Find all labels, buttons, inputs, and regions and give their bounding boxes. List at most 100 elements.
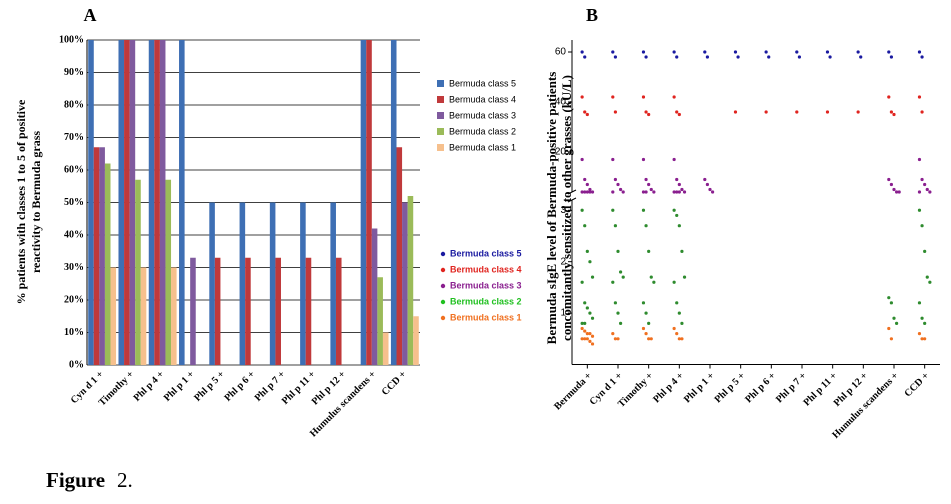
bar [330, 202, 336, 365]
point [641, 157, 646, 162]
point [859, 55, 863, 59]
legend-swatch [437, 128, 444, 135]
panel-title: A [84, 5, 97, 25]
bar [371, 228, 378, 365]
point [733, 110, 738, 114]
panel-title: B [586, 5, 598, 25]
point [647, 249, 651, 254]
point [580, 95, 584, 99]
point [680, 337, 684, 341]
point [675, 190, 679, 194]
bar [275, 257, 281, 365]
point [652, 280, 656, 284]
point [923, 249, 927, 254]
point [613, 55, 618, 59]
legend-label: Bermuda class 3 [449, 110, 516, 120]
point [764, 110, 768, 114]
bar [360, 40, 367, 365]
point [590, 275, 595, 279]
point [675, 55, 679, 59]
legend-marker [440, 251, 446, 257]
bar [154, 40, 160, 365]
bar [179, 40, 185, 365]
x-tick-label: Bermuda + [552, 370, 594, 412]
point [928, 190, 932, 194]
y-axis-label: reactivity to Bermuda grass [29, 131, 43, 273]
point [644, 224, 648, 228]
point [641, 50, 646, 54]
legend-label: Bermuda class 5 [449, 78, 516, 88]
point [644, 55, 648, 59]
point [682, 275, 687, 279]
point [644, 190, 648, 194]
point [677, 182, 681, 187]
point [590, 334, 595, 338]
point [644, 110, 648, 114]
legend-swatch [437, 112, 444, 119]
legend-label: Bermuda class 4 [450, 264, 522, 274]
point [795, 110, 799, 114]
point [672, 208, 676, 212]
point [928, 280, 932, 284]
y-axis-label: concomitantly sensitized to other grasse… [559, 75, 574, 341]
point [583, 110, 587, 114]
bar [135, 179, 141, 365]
point [672, 280, 676, 284]
point [588, 311, 592, 315]
y-tick-label: 60% [64, 164, 84, 175]
point [621, 190, 625, 194]
y-tick-label: 50% [64, 197, 84, 208]
point [611, 190, 615, 194]
x-tick-label: Phl p 5 + [713, 370, 748, 405]
point [887, 177, 891, 182]
legend-marker [440, 315, 446, 321]
legend-label: Bermuda class 5 [450, 248, 522, 258]
point [641, 326, 646, 331]
point [613, 224, 618, 228]
point [825, 50, 830, 54]
y-tick-label: 100% [59, 34, 84, 45]
y-tick-label: 40% [64, 229, 84, 240]
point [619, 321, 623, 325]
x-tick-label: Phl p 5 + [192, 369, 227, 404]
point [675, 213, 679, 218]
point [588, 190, 592, 194]
bar [413, 316, 419, 365]
point [889, 182, 894, 187]
point [711, 190, 715, 194]
y-axis-label: Bermuda sIgE level of Bermuda-positive p… [544, 72, 559, 345]
legend-label: Bermuda class 1 [450, 312, 522, 322]
point [611, 95, 615, 99]
point [588, 339, 592, 343]
bar [148, 40, 155, 365]
point [616, 249, 620, 254]
point [797, 55, 802, 59]
point [703, 50, 707, 54]
point [619, 187, 623, 192]
y-tick-label: 60 [555, 47, 567, 58]
bar [382, 332, 389, 365]
y-tick-label: 2 [560, 256, 566, 267]
point [583, 177, 587, 182]
y-tick-label: 70% [64, 132, 84, 143]
bar [209, 202, 215, 365]
point [923, 182, 927, 187]
point [652, 190, 656, 194]
point [887, 296, 891, 300]
bar [214, 257, 221, 365]
bar [269, 202, 276, 365]
point [917, 332, 922, 336]
bar [129, 40, 136, 365]
point [641, 95, 646, 99]
point [619, 270, 623, 274]
bar [366, 40, 372, 365]
point [705, 55, 710, 59]
bar [165, 179, 172, 365]
point [675, 177, 679, 182]
bar [140, 267, 147, 365]
legend-swatch [437, 96, 444, 103]
point [708, 187, 712, 192]
point [887, 50, 891, 54]
point [925, 187, 929, 192]
